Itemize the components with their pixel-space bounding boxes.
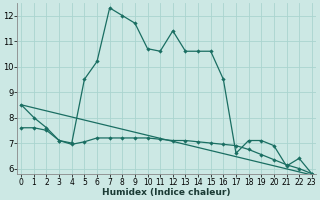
X-axis label: Humidex (Indice chaleur): Humidex (Indice chaleur)	[102, 188, 231, 197]
